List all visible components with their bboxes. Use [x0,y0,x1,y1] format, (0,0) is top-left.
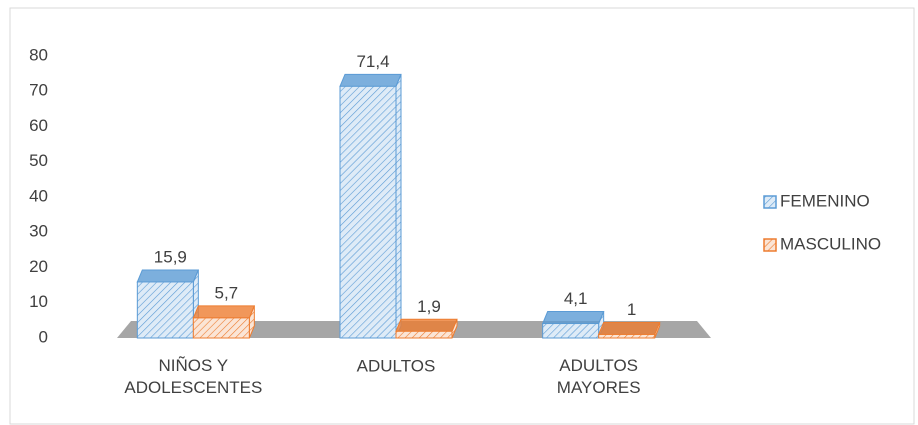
legend-label: MASCULINO [780,234,881,253]
x-tick-label: ADULTOS [357,356,436,375]
data-label: 15,9 [154,247,187,266]
bar-face [598,333,656,339]
chart-border [9,7,915,425]
bar-face [542,323,600,339]
legend-label: FEMENINO [780,191,870,210]
bar-face [339,85,397,339]
data-label: 71,4 [356,52,389,71]
y-tick-label: 50 [29,151,48,170]
x-tick-label: ADULTOS MAYORES [557,356,641,397]
bar [339,73,402,339]
y-tick-label: 10 [29,292,48,311]
bar-face [192,317,250,339]
y-tick-label: 70 [29,81,48,100]
legend-swatch [763,195,777,209]
y-tick-label: 0 [39,327,48,346]
bar-face [597,321,661,335]
bar-face [136,269,200,283]
y-tick-label: 30 [29,222,48,241]
bar-face [395,74,402,339]
bar-face [395,318,458,332]
bar-face [192,305,256,319]
data-label: 1,9 [417,297,441,316]
bar [541,311,605,339]
data-label: 5,7 [215,283,239,302]
bar [136,269,200,339]
y-tick-label: 60 [29,116,48,135]
bar [395,318,458,339]
legend-swatch [763,238,777,252]
x-tick-label: NIÑOS Y ADOLESCENTES [124,356,262,397]
bar [192,305,256,339]
bar-face [136,281,194,339]
data-label: 4,1 [564,289,588,308]
bar-face [395,330,453,339]
data-label: 1 [627,300,636,319]
y-tick-label: 20 [29,257,48,276]
bar-face [541,311,605,325]
y-tick-label: 80 [29,45,48,64]
y-tick-label: 40 [29,186,48,205]
bar-face [339,73,402,87]
bar [597,321,661,339]
